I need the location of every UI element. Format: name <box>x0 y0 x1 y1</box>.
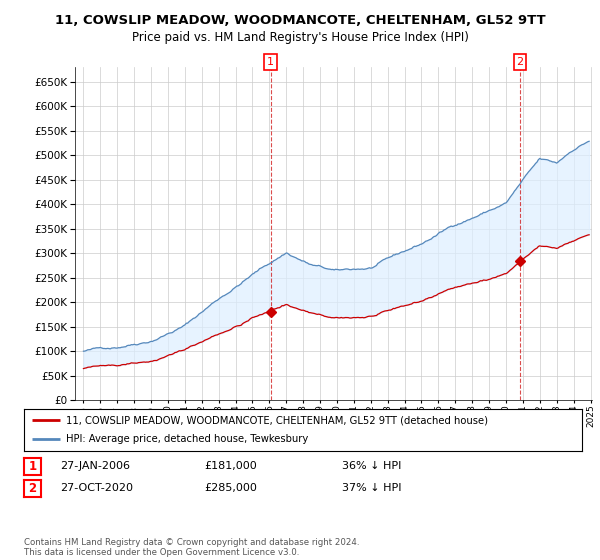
Text: 11, COWSLIP MEADOW, WOODMANCOTE, CHELTENHAM, GL52 9TT: 11, COWSLIP MEADOW, WOODMANCOTE, CHELTEN… <box>55 14 545 27</box>
Text: 2: 2 <box>28 482 37 496</box>
Text: £285,000: £285,000 <box>204 483 257 493</box>
Text: 1: 1 <box>28 460 37 473</box>
Text: £181,000: £181,000 <box>204 461 257 471</box>
Text: 27-OCT-2020: 27-OCT-2020 <box>60 483 133 493</box>
Text: 36% ↓ HPI: 36% ↓ HPI <box>342 461 401 471</box>
Text: 37% ↓ HPI: 37% ↓ HPI <box>342 483 401 493</box>
Text: 27-JAN-2006: 27-JAN-2006 <box>60 461 130 471</box>
Text: HPI: Average price, detached house, Tewkesbury: HPI: Average price, detached house, Tewk… <box>66 435 308 445</box>
Text: Contains HM Land Registry data © Crown copyright and database right 2024.
This d: Contains HM Land Registry data © Crown c… <box>24 538 359 557</box>
Text: 2: 2 <box>517 57 524 67</box>
Text: 1: 1 <box>267 57 274 67</box>
Text: 11, COWSLIP MEADOW, WOODMANCOTE, CHELTENHAM, GL52 9TT (detached house): 11, COWSLIP MEADOW, WOODMANCOTE, CHELTEN… <box>66 415 488 425</box>
Text: Price paid vs. HM Land Registry's House Price Index (HPI): Price paid vs. HM Land Registry's House … <box>131 31 469 44</box>
